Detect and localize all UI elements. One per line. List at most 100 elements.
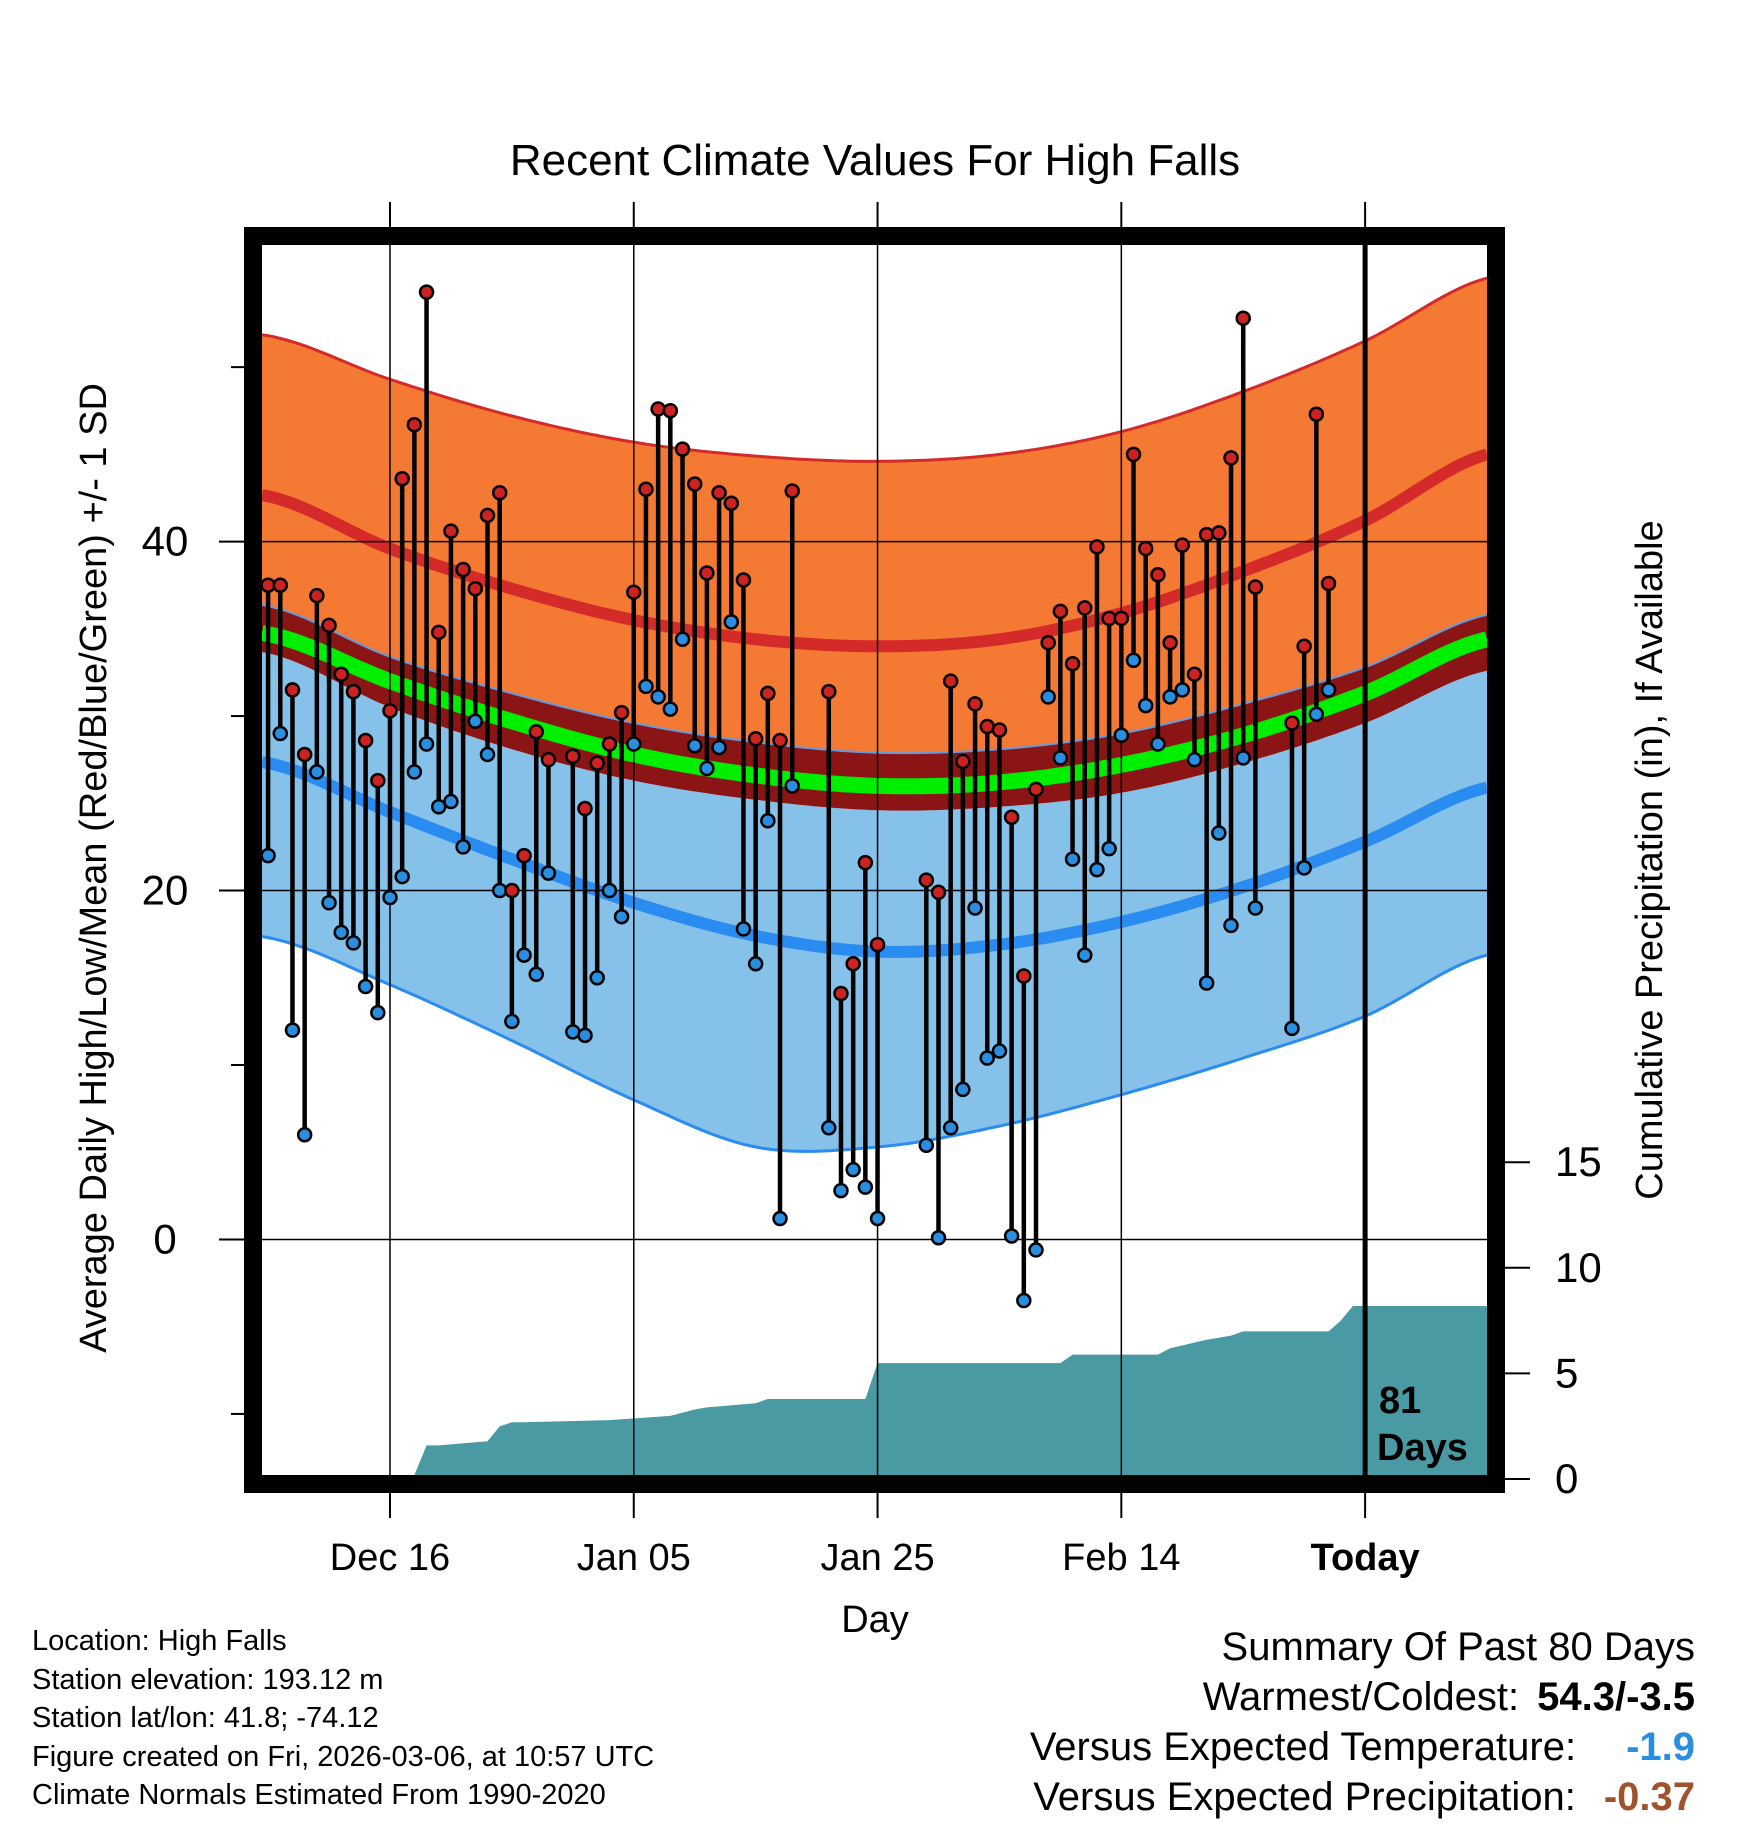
- daily-low-point: [1003, 1228, 1020, 1244]
- daily-high-point: [613, 704, 630, 721]
- daily-points: [262, 284, 1337, 1309]
- daily-high-point: [1162, 635, 1178, 651]
- station-info: Location: High Falls Station elevation: …: [32, 1622, 654, 1815]
- latlon-text: Station lat/lon: 41.8; -74.12: [32, 1702, 379, 1734]
- daily-low-point: [382, 889, 398, 906]
- daily-high-point: [821, 683, 837, 700]
- temp-anomaly-value: -1.9: [1626, 1725, 1695, 1769]
- daily-high-point: [967, 696, 983, 712]
- daily-low-point: [833, 1182, 849, 1199]
- daily-low-point: [589, 970, 605, 986]
- daily-high-point: [272, 577, 289, 593]
- daily-low-point: [699, 760, 715, 777]
- daily-high-point: [284, 682, 301, 698]
- daily-low-point: [1052, 750, 1069, 766]
- daily-high-point: [1308, 406, 1325, 422]
- daily-high-point: [1150, 566, 1166, 583]
- y2-tick-label: 10: [1555, 1244, 1602, 1291]
- daily-high-point: [760, 685, 776, 702]
- daily-high-point: [565, 748, 581, 764]
- x-tick-label: Feb 14: [1062, 1537, 1180, 1579]
- daily-low-point: [918, 1137, 935, 1154]
- daily-low-point: [1089, 861, 1105, 878]
- daily-low-point: [516, 947, 532, 963]
- daily-low-point: [857, 1179, 874, 1195]
- daily-high-point: [479, 507, 496, 524]
- temp-anomaly-label: Versus Expected Temperature:: [1029, 1725, 1577, 1769]
- y-axis-label: Average Daily High/Low/Mean (Red/Blue/Gr…: [73, 383, 115, 1353]
- daily-high-point: [1223, 450, 1239, 466]
- daily-high-point: [1028, 781, 1044, 798]
- daily-low-point: [1125, 652, 1142, 668]
- top-x-ticks: [388, 202, 1367, 227]
- daily-low-point: [1211, 825, 1227, 841]
- daily-high-point: [1284, 715, 1300, 731]
- daily-low-point: [284, 1022, 301, 1038]
- daily-high-point: [345, 683, 362, 700]
- daily-low-point: [955, 1081, 971, 1098]
- daily-low-point: [930, 1229, 947, 1246]
- daily-high-point: [443, 523, 459, 539]
- x-axis-label: Day: [841, 1599, 909, 1641]
- daily-low-point: [1284, 1020, 1300, 1037]
- mean-normal-line: [262, 625, 1487, 795]
- daily-high-point: [699, 565, 715, 581]
- daily-low-point: [747, 956, 764, 972]
- daily-low-point: [321, 894, 337, 911]
- x-tick-label: Dec 16: [330, 1537, 450, 1579]
- daily-high-point: [638, 481, 654, 498]
- daily-high-point: [1174, 537, 1191, 553]
- warmest-coldest-row: Warmest/Coldest: 54.3/-3.5: [1030, 1672, 1695, 1722]
- daily-high-point: [723, 495, 740, 511]
- daily-low-point: [528, 966, 545, 983]
- daily-low-point: [455, 839, 471, 855]
- y2-tick-label: 0: [1555, 1455, 1578, 1502]
- elevation-text: Station elevation: 193.12 m: [32, 1663, 384, 1696]
- daily-low-point: [1320, 682, 1337, 698]
- daily-low-point: [1113, 727, 1130, 744]
- daily-low-point: [272, 725, 289, 742]
- axis-ticks-and-labels: Dec 16 Jan 05 Jan 25 Feb 14 Today 0 20 40 0 5 10 15: [142, 366, 1602, 1579]
- daily-high-point: [382, 703, 398, 719]
- daily-high-point: [577, 800, 593, 817]
- daily-high-point: [857, 854, 874, 871]
- daily-low-point: [540, 865, 557, 881]
- x-tick-label: Jan 25: [821, 1537, 935, 1579]
- daily-low-point: [1223, 917, 1239, 934]
- daily-low-point: [1077, 947, 1093, 963]
- daily-low-point: [869, 1210, 886, 1227]
- daily-high-point: [1077, 600, 1093, 616]
- daily-high-point: [1186, 666, 1203, 682]
- location-text: Location: High Falls: [32, 1625, 287, 1657]
- daily-low-point: [1162, 689, 1178, 705]
- daily-high-point: [1040, 635, 1056, 651]
- daily-high-point: [1003, 809, 1020, 826]
- daily-low-point: [577, 1027, 593, 1044]
- daily-low-point: [674, 631, 691, 648]
- daily-low-point: [686, 737, 703, 754]
- y-tick-label: 20: [142, 867, 189, 914]
- mean-upper-edge: [262, 604, 1487, 755]
- daily-high-point: [1211, 525, 1227, 541]
- daily-high-point: [516, 847, 532, 864]
- daily-high-point: [430, 624, 447, 641]
- daily-high-point: [1137, 540, 1154, 557]
- daily-high-point: [1052, 603, 1069, 620]
- daily-high-point: [1125, 446, 1142, 463]
- daily-low-point: [418, 736, 435, 752]
- precip-anomaly-row: Versus Expected Precipitation: -0.37: [1030, 1772, 1695, 1822]
- precip-anomaly-value: -0.37: [1603, 1775, 1695, 1819]
- normals-text: Climate Normals Estimated From 1990-2020: [32, 1779, 606, 1811]
- daily-high-point: [333, 666, 349, 682]
- daily-low-point: [626, 736, 642, 752]
- daily-low-point: [443, 793, 459, 810]
- daily-low-point: [1186, 751, 1203, 768]
- daily-low-point: [504, 1013, 520, 1030]
- daily-high-point: [455, 561, 471, 578]
- daily-high-point: [309, 587, 325, 604]
- daily-low-point: [309, 764, 325, 780]
- warmest-coldest-label: Warmest/Coldest:: [1202, 1675, 1520, 1719]
- daily-low-point: [613, 908, 630, 925]
- daily-low-point: [979, 1050, 995, 1066]
